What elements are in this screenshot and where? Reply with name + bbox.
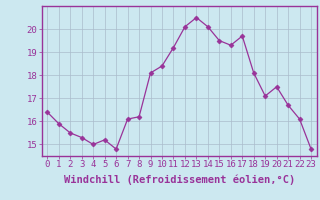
X-axis label: Windchill (Refroidissement éolien,°C): Windchill (Refroidissement éolien,°C)	[64, 175, 295, 185]
